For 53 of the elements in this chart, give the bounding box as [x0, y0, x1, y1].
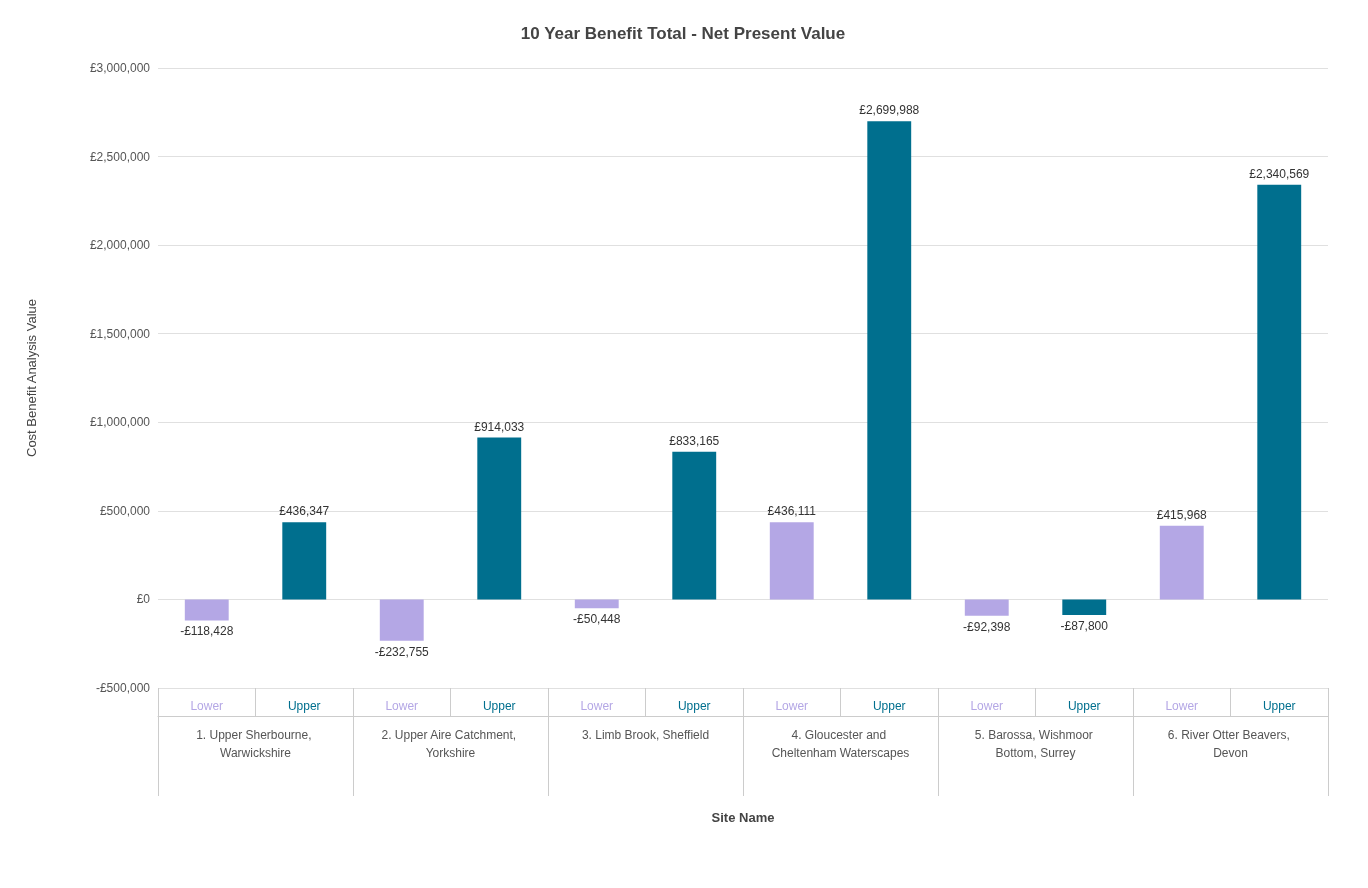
text: Upper — [482, 699, 516, 713]
data-label: -£92,398 — [963, 619, 1011, 634]
y-tick-label: £2,000,000 — [89, 238, 151, 253]
y-axis-title: Cost Benefit Analysis Value — [24, 298, 39, 458]
bar — [574, 599, 619, 609]
data-label: -£118,428 — [180, 624, 234, 639]
y-tick-label: £500,000 — [99, 503, 151, 518]
bar — [184, 599, 229, 621]
text: Lower — [1165, 699, 1199, 713]
text: Upper — [287, 699, 321, 713]
text: Upper — [872, 699, 906, 713]
bar — [379, 599, 424, 641]
data-label: £436,347 — [279, 504, 330, 519]
x-tick-label: 6. River Otter Beavers, Devon — [1167, 728, 1294, 760]
x-tick-label: 1. Upper Sherbourne, Warwickshire — [196, 728, 315, 760]
bar — [1159, 525, 1204, 600]
text: Lower — [190, 699, 224, 713]
y-tick-label: -£500,000 — [95, 681, 151, 695]
text: Upper — [1262, 699, 1296, 713]
x-tick-label: 2. Upper Aire Catchment, Yorkshire — [381, 728, 520, 760]
bar — [477, 437, 522, 600]
y-tick-label: £1,500,000 — [89, 326, 151, 341]
text: Lower — [580, 699, 614, 713]
data-label: -£50,448 — [573, 612, 621, 627]
data-label: -£232,755 — [374, 644, 430, 659]
chart-title: 10 Year Benefit Total - Net Present Value — [520, 24, 846, 43]
text: Lower — [775, 699, 809, 713]
bar — [282, 522, 327, 600]
text: Upper — [1067, 699, 1101, 713]
data-label: £436,111 — [767, 504, 817, 519]
text: Upper — [677, 699, 711, 713]
y-tick-label: £2,500,000 — [89, 149, 151, 164]
x-tick-label: 3. Limb Brook, Sheffield — [581, 728, 710, 742]
data-label: £914,033 — [474, 419, 525, 434]
bar — [867, 121, 912, 600]
bar — [769, 522, 814, 600]
y-tick-label: £3,000,000 — [89, 61, 151, 75]
data-label: £833,165 — [669, 433, 720, 448]
data-label: £415,968 — [1156, 507, 1208, 522]
data-label: -£87,800 — [1060, 618, 1109, 633]
bar — [672, 451, 717, 600]
bar — [1062, 599, 1107, 615]
x-axis-title: Site Name — [711, 810, 775, 825]
text: Lower — [970, 699, 1004, 713]
data-label: £2,699,988 — [859, 103, 920, 118]
bar — [964, 599, 1009, 616]
x-tick-label: 4. Gloucester and Cheltenham Waterscapes — [771, 728, 910, 760]
y-tick-label: £0 — [136, 592, 151, 607]
data-label: £2,340,569 — [1249, 166, 1310, 181]
text: Lower — [385, 699, 419, 713]
y-tick-label: £1,000,000 — [89, 415, 151, 430]
x-tick-label: 5. Barossa, Wishmoor Bottom, Surrey — [974, 728, 1097, 760]
bar — [1257, 184, 1302, 600]
